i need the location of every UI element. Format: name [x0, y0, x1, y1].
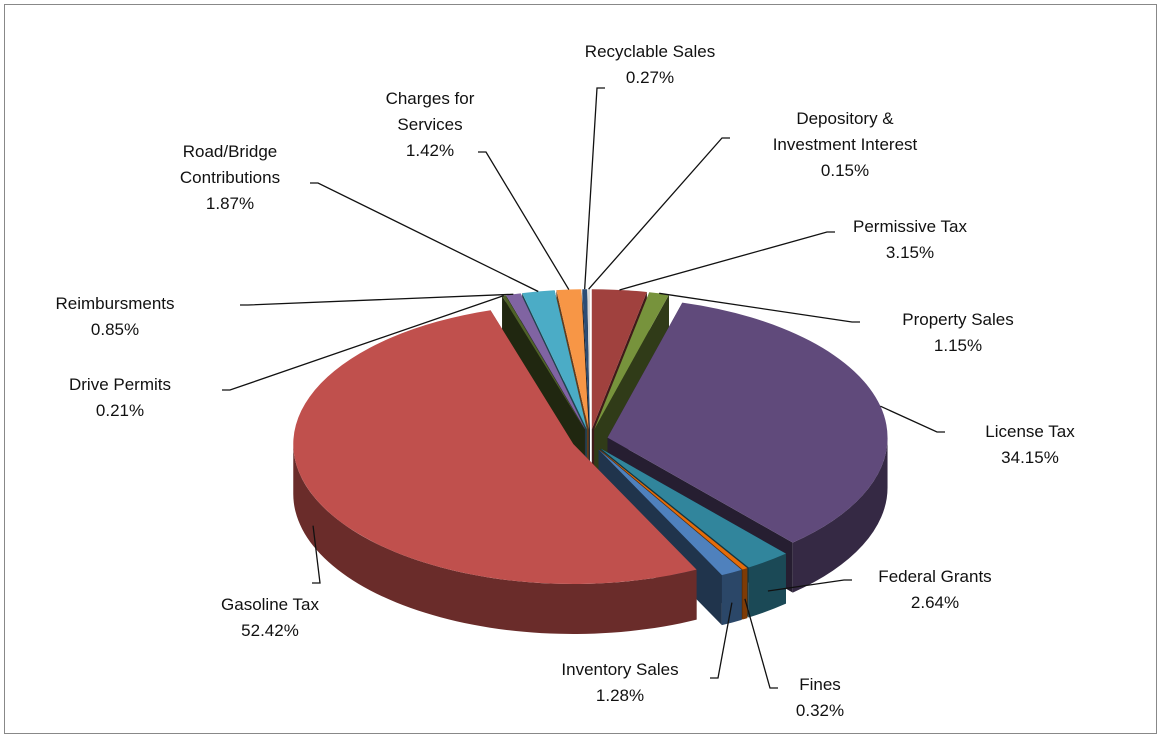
slice-side — [792, 437, 888, 593]
value-label: 1.15% — [933, 336, 983, 355]
chart-border — [4, 4, 1157, 734]
data-label: Charges for Services 1.42% — [375, 86, 485, 164]
value-label: 3.15% — [885, 243, 935, 262]
slice — [591, 289, 647, 430]
slice — [556, 289, 589, 430]
slice-side — [721, 569, 742, 626]
leader-line — [744, 598, 778, 689]
leader-line — [310, 182, 539, 293]
slice — [502, 295, 585, 430]
category-label: Charges for Services — [385, 89, 475, 134]
category-label: Recyclable Sales — [584, 42, 716, 61]
category-label: Reimbursments — [55, 294, 175, 313]
leader-line — [880, 405, 945, 433]
leader-line — [478, 151, 570, 290]
category-label: Inventory Sales — [561, 660, 679, 679]
slice — [598, 449, 742, 576]
value-label: 1.42% — [405, 141, 455, 160]
leader-line — [240, 293, 514, 306]
data-label: Drive Permits 0.21% — [69, 372, 171, 424]
data-label: Federal Grants 2.64% — [878, 564, 991, 616]
data-label: Permissive Tax 3.15% — [853, 214, 967, 266]
leader-line — [710, 602, 733, 679]
value-label: 0.21% — [95, 401, 145, 420]
slice — [607, 302, 888, 543]
slice — [522, 290, 587, 430]
value-label: 0.85% — [90, 320, 140, 339]
value-label: 0.32% — [795, 701, 845, 720]
slice — [506, 293, 586, 430]
data-label: License Tax 34.15% — [985, 419, 1074, 471]
leader-line — [222, 295, 505, 391]
data-label: Depository & Investment Interest 0.15% — [755, 106, 935, 184]
category-label: Drive Permits — [68, 375, 172, 394]
data-label: Reimbursments 0.85% — [55, 291, 174, 343]
slice-side — [293, 443, 697, 634]
leader-line — [767, 579, 852, 592]
data-label: Gasoline Tax 52.42% — [221, 592, 319, 644]
leader-line — [312, 525, 321, 584]
slice — [293, 310, 697, 584]
data-label: Recyclable Sales 0.27% — [585, 39, 715, 91]
slice — [594, 292, 669, 430]
category-label: Gasoline Tax — [221, 595, 319, 614]
value-label: 34.15% — [1001, 448, 1059, 467]
category-label: Property Sales — [902, 310, 1014, 329]
category-label: License Tax — [985, 422, 1075, 441]
category-label: Depository & Investment Interest — [772, 109, 918, 154]
leader-line — [588, 137, 730, 290]
data-label: Fines 0.32% — [796, 672, 844, 724]
data-label: Inventory Sales 1.28% — [561, 657, 678, 709]
slice — [600, 448, 786, 568]
leader-line — [659, 292, 860, 323]
value-label: 0.27% — [625, 68, 675, 87]
value-label: 1.28% — [595, 686, 645, 705]
category-label: Permissive Tax — [853, 217, 967, 236]
category-label: Road/Bridge Contributions — [179, 142, 281, 187]
slice-side — [742, 568, 748, 620]
slice-side — [748, 553, 786, 618]
slice — [582, 289, 590, 430]
leader-line — [619, 231, 835, 291]
slice — [587, 289, 590, 430]
data-label: Road/Bridge Contributions 1.87% — [155, 139, 305, 217]
leader-line — [584, 87, 605, 290]
value-label: 2.64% — [910, 593, 960, 612]
category-label: Federal Grants — [878, 567, 992, 586]
category-label: Fines — [799, 675, 841, 694]
value-label: 0.15% — [820, 161, 870, 180]
slice — [599, 449, 748, 570]
value-label: 1.87% — [205, 194, 255, 213]
value-label: 52.42% — [241, 621, 299, 640]
data-label: Property Sales 1.15% — [902, 307, 1014, 359]
